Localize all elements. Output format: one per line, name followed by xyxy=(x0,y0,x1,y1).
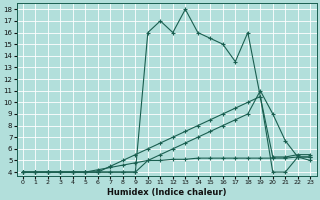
X-axis label: Humidex (Indice chaleur): Humidex (Indice chaleur) xyxy=(107,188,226,197)
